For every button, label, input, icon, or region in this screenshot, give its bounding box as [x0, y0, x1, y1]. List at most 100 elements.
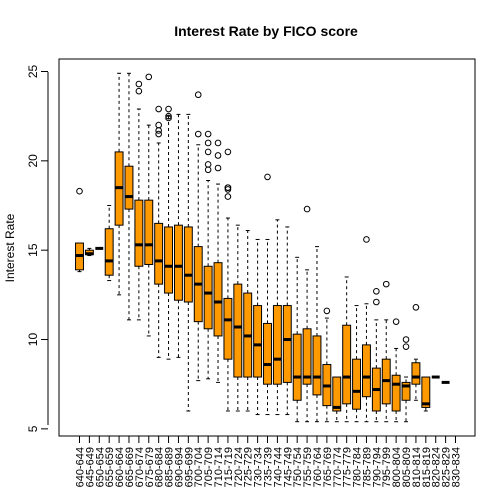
iqr-box — [134, 199, 144, 267]
outlier-point — [194, 130, 202, 138]
iqr-box — [332, 376, 342, 412]
iqr-box — [342, 324, 352, 405]
box-730-734 — [253, 238, 263, 416]
box-755-759 — [302, 205, 312, 423]
outlier-point — [264, 173, 271, 181]
iqr-box — [253, 305, 263, 378]
outlier-point — [204, 130, 212, 138]
x-tick-label: 825-829 — [441, 447, 453, 487]
box-670-674 — [134, 80, 144, 321]
outlier-point — [135, 80, 143, 88]
iqr-box — [391, 374, 401, 412]
outlier-point — [224, 193, 232, 200]
outlier-point — [214, 139, 222, 147]
iqr-box — [164, 226, 174, 294]
box-665-669 — [124, 72, 134, 321]
x-tick-label: 690-694 — [173, 447, 185, 487]
box-715-719 — [223, 148, 233, 412]
iqr-box — [183, 226, 193, 303]
x-tick-label: 755-759 — [302, 447, 314, 487]
box-710-714 — [213, 139, 223, 383]
x-tick-label: 740-744 — [272, 447, 284, 487]
x-tick-label: 820-824 — [431, 447, 443, 487]
box-740-744 — [272, 219, 282, 416]
x-tick-label: 795-799 — [381, 447, 393, 487]
iqr-box — [312, 335, 322, 396]
outlier-point — [402, 336, 410, 343]
box-775-779 — [342, 276, 352, 423]
box-660-664 — [114, 72, 124, 296]
x-tick-label: 775-779 — [342, 447, 354, 487]
x-tick-label: 725-729 — [243, 447, 255, 487]
x-tick-label: 675-679 — [144, 447, 156, 487]
x-tick-label: 735-739 — [263, 447, 275, 487]
box-800-804 — [391, 318, 401, 423]
x-tick-label: 715-719 — [223, 447, 235, 487]
outlier-point — [204, 148, 212, 156]
x-tick-label: 720-724 — [233, 447, 245, 487]
box-700-704 — [193, 91, 203, 382]
iqr-box — [173, 224, 183, 301]
box-765-769 — [322, 307, 332, 423]
outlier-point — [214, 164, 222, 172]
x-tick-label: 685-689 — [164, 447, 176, 487]
outlier-point — [145, 73, 153, 81]
outlier-point — [224, 184, 232, 191]
box-745-749 — [282, 226, 292, 416]
iqr-box — [421, 376, 431, 408]
x-tick-label: 830-834 — [451, 447, 463, 487]
x-tick-label: 650-654 — [94, 447, 106, 487]
iqr-box — [263, 322, 272, 385]
iqr-box — [272, 305, 282, 385]
iqr-box — [124, 165, 134, 210]
iqr-box — [104, 228, 114, 276]
box-685-689 — [164, 105, 174, 360]
outlier-point — [155, 121, 162, 129]
outlier-point — [165, 114, 172, 122]
outlier-point — [155, 127, 162, 134]
y-tick-label: 5 — [26, 425, 40, 432]
box-760-764 — [312, 246, 322, 423]
x-tick-label: 655-659 — [104, 447, 116, 487]
outlier-point — [194, 91, 202, 99]
iqr-box — [213, 262, 223, 337]
x-tick-label: 730-734 — [253, 447, 265, 487]
box-785-789 — [361, 236, 371, 423]
box-810-814 — [411, 304, 421, 401]
x-tick-label: 705-709 — [203, 447, 215, 487]
outlier-point — [412, 304, 420, 311]
box-680-684 — [154, 105, 164, 358]
x-tick-label: 670-674 — [134, 447, 146, 487]
outlier-point — [165, 112, 172, 120]
x-tick-label: 790-794 — [371, 447, 383, 487]
box-725-729 — [243, 230, 253, 412]
x-tick-label: 800-804 — [391, 447, 403, 487]
box-750-754 — [292, 256, 302, 423]
x-tick-label: 815-819 — [421, 447, 433, 487]
box-695-699 — [183, 113, 193, 412]
outlier-point — [155, 130, 162, 138]
box-805-809 — [401, 336, 411, 423]
box-720-724 — [233, 224, 243, 412]
outlier-point — [363, 236, 370, 243]
y-tick-label: 10 — [26, 333, 40, 347]
box-735-739 — [263, 173, 272, 416]
iqr-box — [144, 199, 154, 265]
x-tick-label: 770-774 — [332, 447, 344, 487]
x-tick-label: 785-789 — [361, 447, 373, 487]
outlier-point — [204, 161, 212, 168]
x-tick-label: 700-704 — [193, 447, 205, 487]
outlier-point — [135, 87, 143, 95]
x-tick-label: 810-814 — [411, 447, 423, 487]
box-645-649 — [84, 247, 94, 257]
outlier-point — [224, 186, 232, 193]
outlier-point — [204, 166, 212, 174]
chart-title: Interest Rate by FICO score — [174, 23, 358, 39]
x-axis-ticks: 640-644645-649650-654655-659660-664665-6… — [75, 435, 463, 487]
box-690-694 — [173, 113, 183, 358]
y-tick-label: 25 — [26, 65, 40, 79]
box-780-784 — [352, 305, 362, 423]
x-tick-label: 665-669 — [124, 447, 136, 487]
box-705-709 — [203, 130, 213, 380]
